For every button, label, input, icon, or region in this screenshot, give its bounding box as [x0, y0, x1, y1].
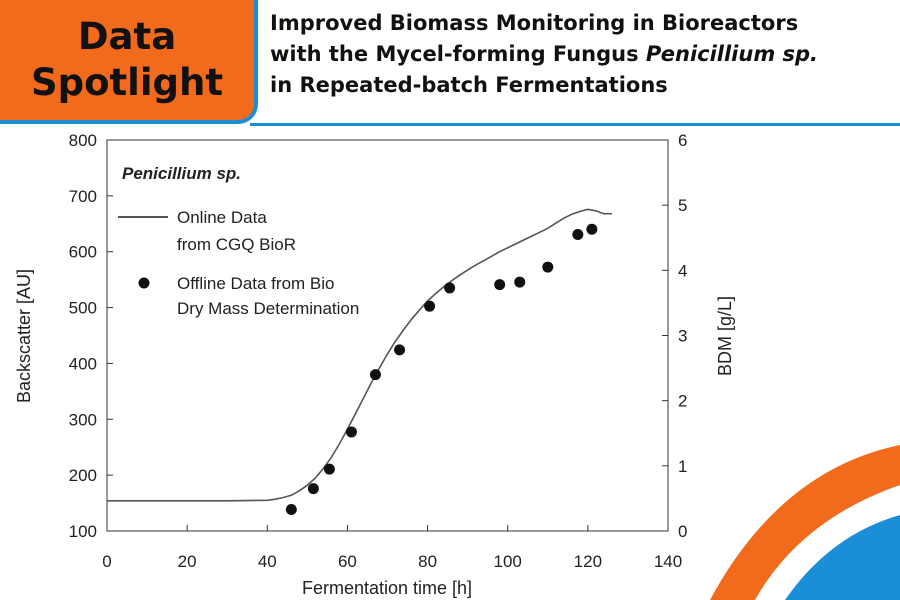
- y-right-tick-label: 3: [678, 327, 687, 346]
- decorative-arcs: [710, 445, 900, 600]
- plot-frame: [106, 139, 669, 532]
- headline-line-2-text: with the Mycel-forming Fungus: [270, 42, 646, 66]
- online-data-series: [107, 208, 612, 502]
- x-tick-label: 140: [654, 552, 682, 571]
- offline-data-point: [514, 276, 526, 288]
- legend-offline-line-1: Offline Data from Bio: [177, 274, 334, 293]
- x-tick-label: 0: [102, 552, 111, 571]
- offline-data-point: [444, 282, 456, 294]
- offline-data-point: [572, 228, 584, 240]
- x-tick-label: 20: [178, 552, 197, 571]
- blue-arc: [785, 515, 900, 600]
- y-left-tick-label: 200: [69, 466, 97, 485]
- badge-line-1: Data: [77, 15, 177, 58]
- offline-data-point: [494, 279, 506, 291]
- headline-line-2: with the Mycel-forming Fungus Penicilliu…: [270, 39, 895, 70]
- legend-dot-swatch: [138, 277, 150, 289]
- headline-line-3: in Repeated-batch Fermentations: [270, 73, 668, 97]
- y-left-tick-label: 700: [69, 187, 97, 206]
- x-axis-label: Fermentation time [h]: [302, 578, 472, 598]
- y-right-tick-label: 2: [678, 392, 687, 411]
- headline-line-1: Improved Biomass Monitoring in Bioreacto…: [270, 11, 799, 35]
- offline-data-point: [424, 300, 436, 312]
- legend-online-line-2: from CGQ BioR: [177, 235, 296, 254]
- y-left-tick-label: 600: [69, 243, 97, 262]
- chart-title: Penicillium sp.: [122, 164, 241, 183]
- orange-arc: [710, 445, 900, 600]
- y-left-tick-label: 100: [69, 522, 97, 541]
- y-right-axis-label: BDM [g/L]: [715, 296, 735, 376]
- y-left-tick-label: 300: [69, 410, 97, 429]
- y-right-tick-label: 4: [678, 261, 687, 280]
- x-tick-label: 40: [258, 552, 277, 571]
- legend-online-line-1: Online Data: [177, 208, 267, 227]
- header-rule: [250, 123, 900, 126]
- offline-data-point: [369, 369, 381, 381]
- y-right-tick-label: 0: [678, 522, 687, 541]
- y-left-axis-label: Backscatter [AU]: [14, 269, 34, 403]
- x-tick-label: 120: [574, 552, 602, 571]
- data-spotlight-badge: Data Spotlight: [0, 0, 258, 124]
- y-left-tick-label: 800: [69, 131, 97, 150]
- y-right-tick-label: 1: [678, 457, 687, 476]
- legend-offline-line-2: Dry Mass Determination: [177, 299, 359, 318]
- axes: 0 20 40 60 80 100 120 1401002003004005006007008…: [69, 131, 688, 571]
- offline-data-point: [285, 503, 297, 515]
- legend: Penicillium sp. Online Data from CGQ Bio…: [118, 164, 359, 318]
- x-tick-label: 80: [418, 552, 437, 571]
- y-right-tick-label: 5: [678, 196, 687, 215]
- offline-data-point: [345, 426, 357, 438]
- x-tick-label: 100: [494, 552, 522, 571]
- y-left-tick-label: 500: [69, 299, 97, 318]
- offline-data-point: [323, 463, 335, 475]
- headline: Improved Biomass Monitoring in Bioreacto…: [270, 8, 895, 101]
- y-right-tick-label: 6: [678, 131, 687, 150]
- badge-line-2: Spotlight: [30, 61, 224, 104]
- offline-data-point: [307, 483, 319, 495]
- offline-data-point: [542, 261, 554, 273]
- offline-data-series: [285, 223, 598, 515]
- offline-data-point: [394, 344, 406, 356]
- y-left-tick-label: 400: [69, 354, 97, 373]
- x-tick-label: 60: [338, 552, 357, 571]
- online-data-line: [107, 208, 612, 502]
- offline-data-point: [586, 223, 598, 235]
- headline-species: Penicillium sp.: [645, 42, 819, 66]
